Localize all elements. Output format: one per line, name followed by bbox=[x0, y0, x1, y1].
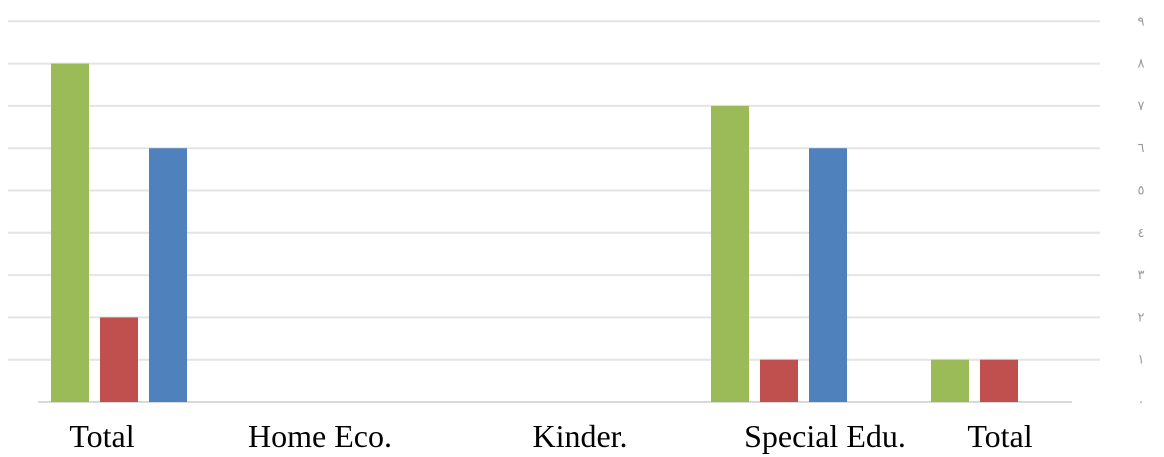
y-tick-label: ٦ bbox=[1138, 141, 1145, 156]
bars bbox=[51, 63, 1018, 403]
x-category-label: Total bbox=[69, 418, 134, 454]
y-tick-label: ٩ bbox=[1138, 14, 1145, 29]
gridlines bbox=[8, 20, 1100, 403]
y-tick-label: ٠ bbox=[1138, 395, 1145, 410]
bar bbox=[711, 105, 749, 403]
x-category-label: Special Edu. bbox=[744, 418, 906, 454]
bar bbox=[760, 359, 798, 402]
bar bbox=[931, 359, 969, 402]
y-tick-label: ٢ bbox=[1138, 310, 1145, 325]
y-axis-tick-labels: ٠ ١ ٢ ٣ ٤ ٥ ٦ ٧ ٨ ٩ bbox=[1138, 14, 1145, 410]
y-tick-label: ١ bbox=[1138, 353, 1145, 368]
bar bbox=[51, 63, 89, 402]
bar bbox=[149, 148, 187, 402]
y-tick-label: ٣ bbox=[1138, 268, 1145, 283]
bar bbox=[809, 148, 847, 402]
y-tick-label: ٤ bbox=[1138, 226, 1145, 241]
y-tick-label: ٥ bbox=[1138, 184, 1145, 199]
x-category-label: Kinder. bbox=[532, 418, 627, 454]
bar bbox=[980, 359, 1018, 402]
y-tick-label: ٨ bbox=[1138, 57, 1145, 72]
x-category-label: Total bbox=[967, 418, 1032, 454]
bar bbox=[100, 317, 138, 402]
x-category-label: Home Eco. bbox=[248, 418, 392, 454]
x-axis-category-labels: Total Home Eco. Kinder. Special Edu. Total bbox=[69, 418, 1032, 454]
y-tick-label: ٧ bbox=[1138, 99, 1145, 114]
